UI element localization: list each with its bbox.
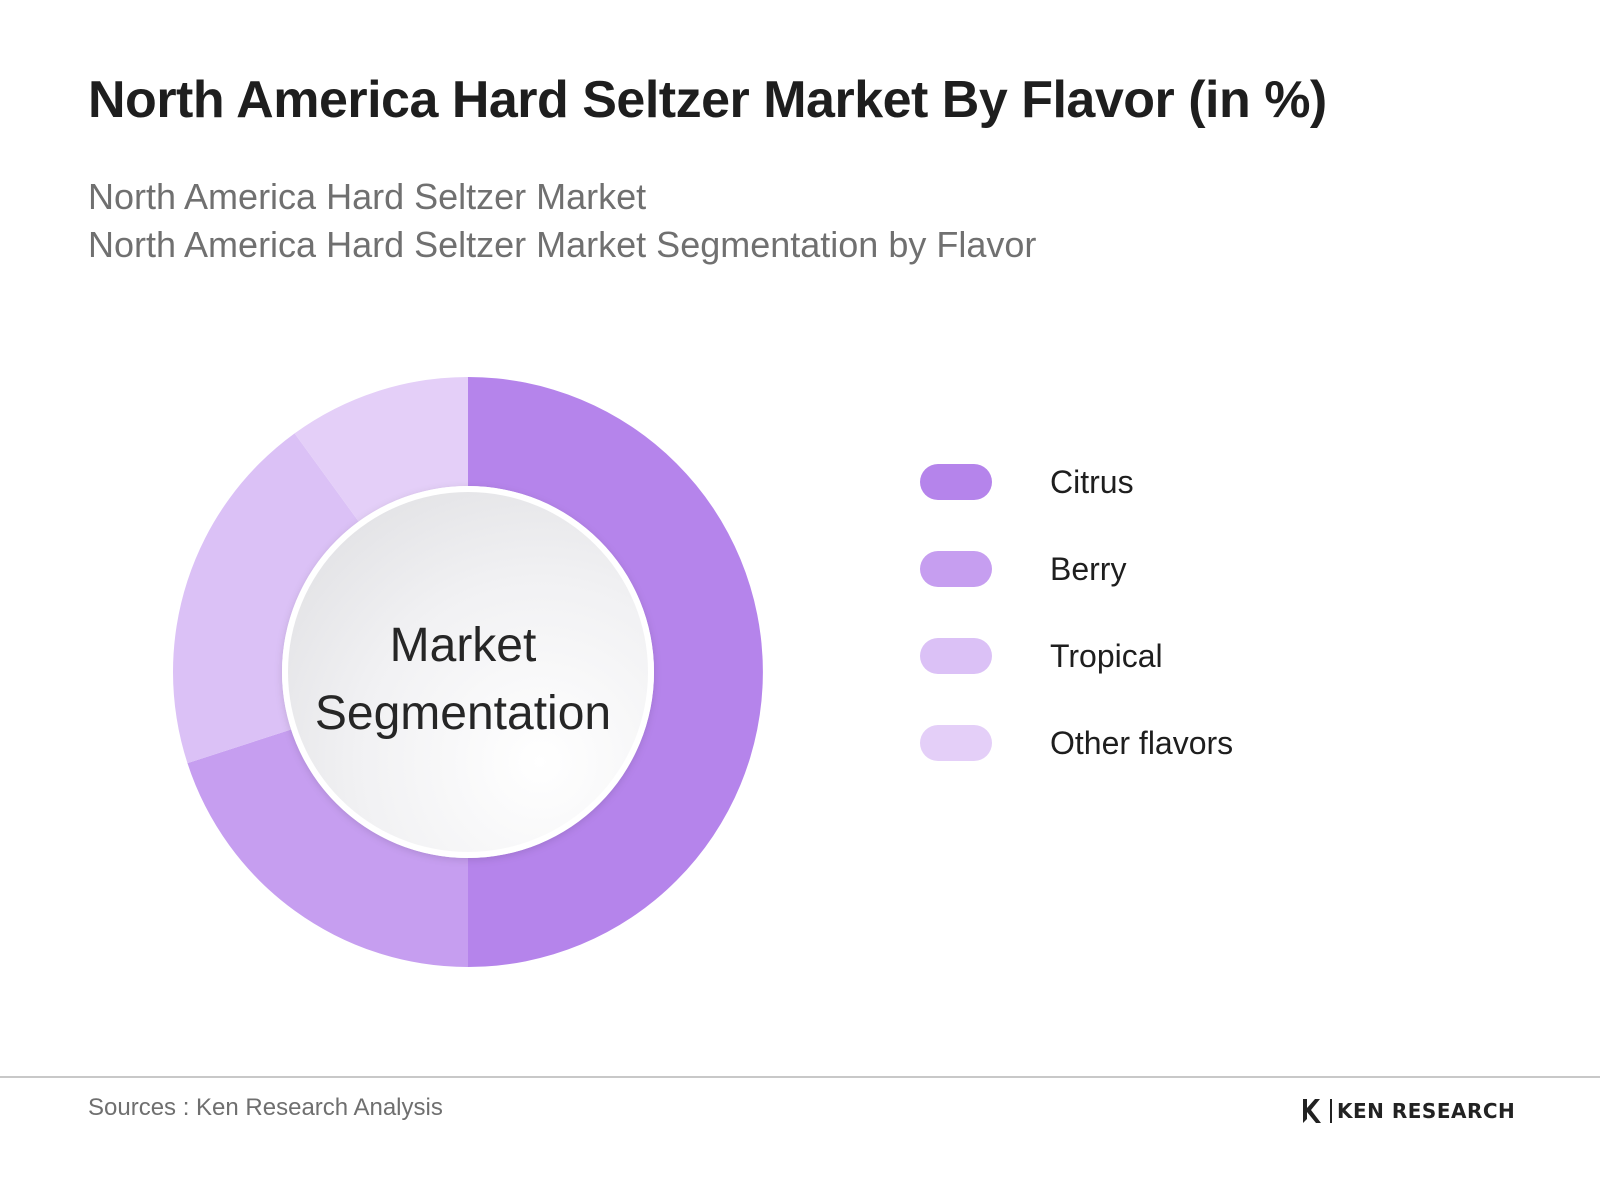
ken-research-logo-icon <box>1303 1099 1321 1123</box>
legend-label: Berry <box>1050 551 1127 587</box>
donut-center-face <box>288 492 648 852</box>
legend-label: Tropical <box>1050 638 1163 674</box>
legend-label: Citrus <box>1050 464 1134 500</box>
donut-slice-citrus <box>468 377 763 967</box>
center-label-line-1: Market <box>389 619 537 672</box>
donut-slice-tropical <box>172 433 359 764</box>
legend-item-berry: Berry <box>920 549 1320 587</box>
legend-swatch <box>920 464 992 500</box>
footer-divider <box>0 1076 1600 1078</box>
chart-subtitle-segmentation: North America Hard Seltzer Market Segmen… <box>88 224 1037 265</box>
ken-research-logo: KEN RESEARCH <box>1300 1096 1515 1126</box>
legend-swatch <box>920 725 992 761</box>
legend-swatch <box>920 551 992 587</box>
donut-center-label: Market Segmentation <box>313 612 613 748</box>
logo-wordmark: KEN RESEARCH <box>1337 1099 1516 1123</box>
donut-slice-other-flavors <box>294 377 468 522</box>
logo-separator <box>1330 1099 1332 1123</box>
legend-label: Other flavors <box>1050 725 1234 761</box>
donut-slice-berry <box>187 729 468 967</box>
legend-item-tropical: Tropical <box>920 636 1320 674</box>
legend-item-other-flavors: Other flavors <box>920 723 1320 761</box>
center-label-line-2: Segmentation <box>314 687 612 740</box>
legend-swatch <box>920 638 992 674</box>
source-note: Sources : Ken Research Analysis <box>88 1094 443 1121</box>
chart-subtitle-market: North America Hard Seltzer Market <box>88 176 647 217</box>
chart-title: North America Hard Seltzer Market By Fla… <box>88 71 1327 129</box>
legend-item-citrus: Citrus <box>920 462 1320 500</box>
